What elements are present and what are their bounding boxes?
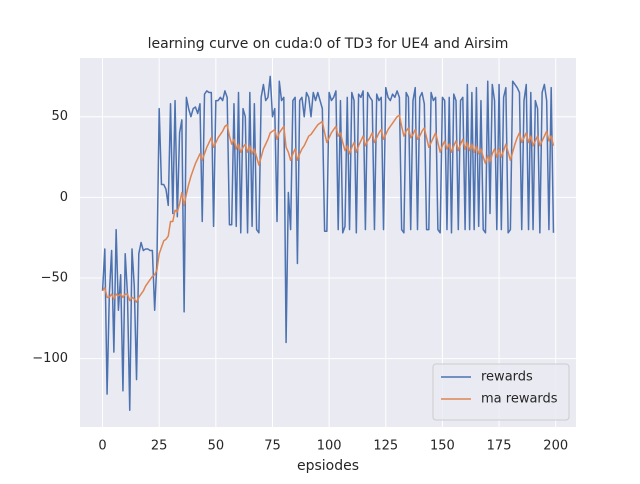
legend: rewards ma rewards xyxy=(432,363,570,421)
x-tick-label: 200 xyxy=(543,439,568,454)
x-tick-label: 175 xyxy=(487,439,512,454)
x-tick-label: 100 xyxy=(317,439,342,454)
x-tick-label: 50 xyxy=(208,439,225,454)
x-tick-label: 75 xyxy=(264,439,281,454)
x-tick-label: 125 xyxy=(373,439,398,454)
legend-label: ma rewards xyxy=(481,392,558,407)
x-tick-label: 25 xyxy=(151,439,168,454)
y-tick-label: −50 xyxy=(41,270,68,285)
x-tick-label: 150 xyxy=(430,439,455,454)
x-tick-label: 0 xyxy=(98,439,106,454)
line-series xyxy=(101,75,555,411)
legend-box xyxy=(432,363,570,421)
line-series xyxy=(101,114,555,303)
lines xyxy=(101,75,555,411)
y-tick-label: 50 xyxy=(51,109,68,124)
legend-label: rewards xyxy=(481,370,533,385)
x-axis-label: epsiodes xyxy=(297,458,359,474)
y-tick-label: −100 xyxy=(32,351,68,366)
y-tick-label: 0 xyxy=(60,190,68,205)
chart-title: learning curve on cuda:0 of TD3 for UE4 … xyxy=(148,36,509,52)
